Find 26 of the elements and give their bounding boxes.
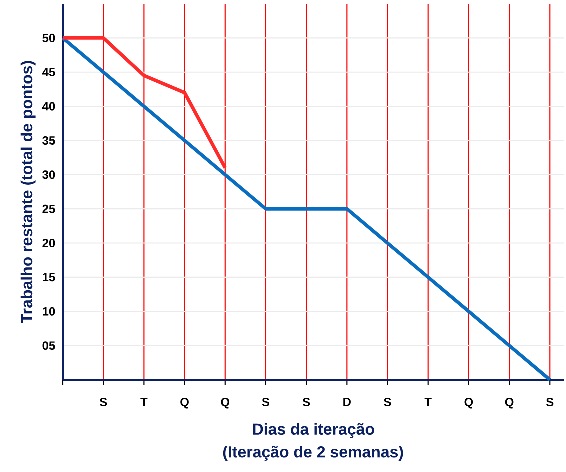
y-tick-label: 15 <box>43 273 56 282</box>
y-tick-label: 30 <box>42 170 56 180</box>
x-tick-label: Q <box>505 398 514 409</box>
x-tick-label: D <box>344 398 351 406</box>
x-tick-label: T <box>424 398 432 406</box>
x-tick-label: Q <box>221 398 230 409</box>
line-series <box>61 36 228 170</box>
y-tick-label: 20 <box>42 239 56 248</box>
y-tick-label: 25 <box>42 204 56 214</box>
y-tick-label: 05 <box>42 342 56 350</box>
x-tick-label: S <box>302 398 310 407</box>
x-tick-label: S <box>546 398 554 407</box>
x-axis-title: Dias da iteração <box>253 423 374 438</box>
x-tick-label: S <box>384 398 392 407</box>
x-tick-label: Q <box>180 398 189 409</box>
y-tick-label: 50 <box>42 34 56 42</box>
y-tick-label: 40 <box>42 102 56 111</box>
y-tick-label: 35 <box>42 136 56 145</box>
text: (Iteração de 2 semanas) <box>223 446 404 461</box>
x-tick-label: Q <box>464 398 474 409</box>
y-axis-title: Trabalho restante (total de pontos) <box>20 61 36 324</box>
x-tick-label: S <box>262 398 270 407</box>
y-tick-label: 45 <box>42 68 56 77</box>
x-tick-label: T <box>140 398 148 406</box>
y-tick-label: 10 <box>43 307 56 316</box>
x-tick-label: S <box>100 398 108 407</box>
